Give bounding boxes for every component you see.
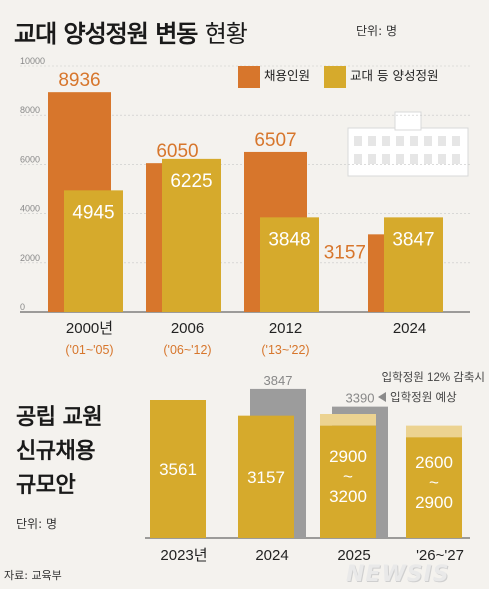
bar-quota <box>260 217 319 312</box>
title-main: 교대 양성정원 변동 <box>14 20 198 48</box>
building-window <box>438 136 446 146</box>
legend-label-quota: 교대 등 양성정원 <box>350 68 439 83</box>
data-label-quota: 3847 <box>392 229 434 250</box>
building-window <box>354 154 362 164</box>
bar-value-label: 3200 <box>329 487 367 506</box>
legend-item-quota: 교대 등 양성정원 <box>324 65 438 88</box>
y-tick-label: 0 <box>20 302 25 312</box>
x-tick-sublabel: ('01~'05) <box>65 343 113 357</box>
bar-value-label: 2900 <box>329 447 367 466</box>
data-label-quota: 4945 <box>72 202 114 223</box>
x-tick-sublabel: ('13~'22) <box>261 343 309 357</box>
bottom-unit-label: 단위: 명 <box>16 517 57 531</box>
y-tick-label: 8000 <box>20 105 40 115</box>
building-window <box>382 136 390 146</box>
legend-swatch-quota <box>324 65 347 88</box>
building-window <box>368 136 376 146</box>
y-tick-label: 4000 <box>20 204 40 214</box>
bottom-title-line-1: 공립 교원 <box>16 405 103 430</box>
building-window <box>424 154 432 164</box>
bar-quota <box>384 217 443 312</box>
legend-label-hiring: 채용인원 <box>264 68 311 83</box>
bar-value-label: ~ <box>429 473 439 492</box>
annotation-arrow <box>378 392 386 402</box>
y-tick-label: 10000 <box>20 56 45 66</box>
bar-value-label: 3157 <box>247 468 285 487</box>
annotation-expected: 입학정원 예상 <box>390 390 457 404</box>
building-window <box>410 136 418 146</box>
annotation-cut: 입학정원 12% 감축시 <box>382 370 485 384</box>
x-tick-label: 2000년 <box>66 320 113 337</box>
chart-title: 교대 양성정원 변동 현황 <box>14 14 248 49</box>
building-window <box>396 136 404 146</box>
top-bar-chart: 10000 8000 6000 4000 2000 0 8936 4945 2000년 ('01~… <box>20 56 470 357</box>
building-window <box>368 154 376 164</box>
y-tick-label: 6000 <box>20 154 40 164</box>
y-tick-label: 2000 <box>20 253 40 263</box>
building-window <box>382 154 390 164</box>
x-tick-sublabel: ('06~'12) <box>163 343 211 357</box>
bottom-title-line-2: 신규채용 <box>16 439 95 464</box>
data-label-hiring: 6050 <box>156 141 198 162</box>
x-tick-label: 2012 <box>269 320 302 337</box>
data-label-quota: 6225 <box>170 171 212 192</box>
building-window <box>452 136 460 146</box>
building-window <box>452 154 460 164</box>
newsis-logo: NEWSIS <box>346 562 450 587</box>
building-tower <box>394 111 422 131</box>
data-label-hiring: 6507 <box>254 130 296 151</box>
data-label-hiring: 8936 <box>58 70 100 91</box>
building-window <box>354 136 362 146</box>
bar-quota <box>162 158 221 312</box>
building-window <box>410 154 418 164</box>
bar-quota <box>64 190 123 312</box>
source-note: 자료: 교육부 <box>4 569 62 582</box>
unit-label: 단위: 명 <box>356 24 397 38</box>
building-window <box>396 154 404 164</box>
school-building-illustration <box>347 111 469 177</box>
bar-hiring-plan <box>238 415 294 538</box>
bar-value-label: ~ <box>343 467 353 486</box>
building-window <box>424 136 432 146</box>
title-sub: 현황 <box>204 20 248 48</box>
bar-value-label: 2900 <box>415 493 453 512</box>
bar-hiring-plan <box>406 437 462 538</box>
building-window <box>438 154 446 164</box>
quota-label: 3390 <box>346 391 375 406</box>
bar-hiring-plan <box>150 400 206 538</box>
legend-item-hiring: 채용인원 <box>238 65 310 88</box>
data-label-quota: 3848 <box>268 229 310 250</box>
bar-hiring-range <box>320 413 376 426</box>
data-label-hiring: 3157 <box>324 242 366 263</box>
x-tick-label: 2023년 <box>160 547 207 564</box>
bottom-chart-title: 공립 교원 신규채용 규모안 <box>16 401 103 503</box>
x-tick-label: 2024 <box>393 320 426 337</box>
quota-label: 3847 <box>264 373 293 388</box>
legend-swatch-hiring <box>238 65 260 88</box>
bar-hiring-plan <box>320 425 376 538</box>
x-tick-label: 2024 <box>255 547 288 564</box>
bottom-title-line-3: 규모안 <box>16 473 76 498</box>
bar-value-label: 2600 <box>415 453 453 472</box>
chart-legend: 채용인원 교대 등 양성정원 <box>238 65 438 88</box>
x-tick-label: 2025 <box>337 547 370 564</box>
x-tick-label: '26~'27 <box>416 547 464 564</box>
bar-value-label: 3561 <box>159 460 197 479</box>
x-tick-label: 2006 <box>171 320 204 337</box>
bar-hiring-range <box>406 425 462 438</box>
